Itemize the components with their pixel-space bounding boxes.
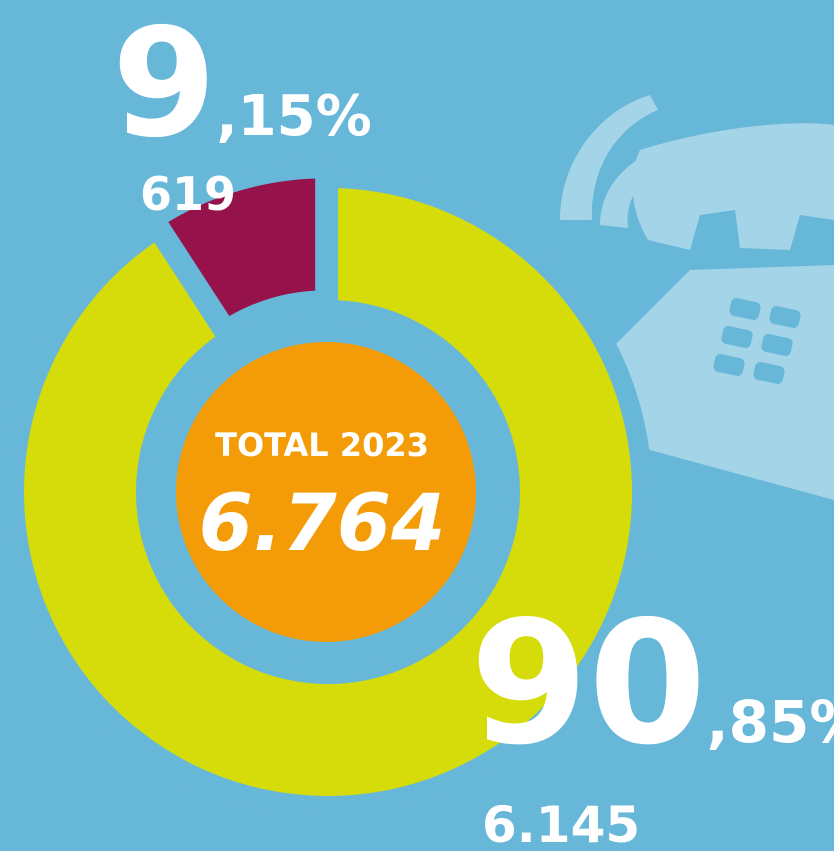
donut-segment — [4, 167, 652, 816]
phone-keys — [713, 298, 801, 384]
percent-label: 9,15% — [112, 0, 372, 171]
value-label: 6.145 — [482, 796, 640, 851]
percent-label: 90,85% — [470, 585, 834, 783]
total-label: 6.764 — [199, 479, 446, 569]
donut — [4, 158, 652, 816]
center-circle — [176, 342, 476, 642]
value-label: 619 — [140, 167, 236, 221]
center-title: TOTAL 2023 — [215, 426, 429, 464]
